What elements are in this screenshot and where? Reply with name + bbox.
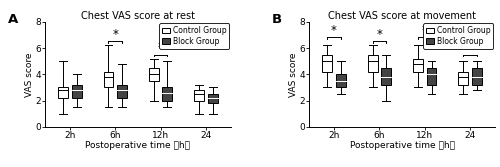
Text: A: A <box>8 13 18 26</box>
Bar <box>381 68 391 85</box>
Text: *: * <box>422 24 428 37</box>
Text: *: * <box>158 41 164 54</box>
Bar <box>322 55 332 72</box>
Bar <box>472 68 482 85</box>
Bar <box>368 55 378 72</box>
Y-axis label: VAS score: VAS score <box>24 52 34 97</box>
Title: Chest VAS score at movement: Chest VAS score at movement <box>328 11 476 21</box>
Bar <box>458 72 468 85</box>
Y-axis label: VAS score: VAS score <box>288 52 298 97</box>
Text: B: B <box>272 13 282 26</box>
Text: *: * <box>112 28 118 41</box>
Bar <box>194 90 204 101</box>
Bar <box>104 72 114 88</box>
Legend: Control Group, Block Group: Control Group, Block Group <box>159 23 230 49</box>
Bar <box>58 88 68 98</box>
X-axis label: Postoperative time （h）: Postoperative time （h） <box>86 141 190 150</box>
Bar <box>426 68 436 85</box>
Text: *: * <box>331 24 337 37</box>
Bar <box>413 59 423 72</box>
Title: Chest VAS score at rest: Chest VAS score at rest <box>81 11 195 21</box>
Text: *: * <box>376 28 382 41</box>
Legend: Control Group, Block Group: Control Group, Block Group <box>423 23 494 49</box>
Bar <box>208 94 218 103</box>
Bar <box>149 68 159 81</box>
Bar <box>117 85 127 98</box>
Bar <box>162 88 172 101</box>
Text: *: * <box>467 41 473 54</box>
Bar <box>72 85 82 98</box>
Bar <box>336 74 346 88</box>
X-axis label: Postoperative time （h）: Postoperative time （h） <box>350 141 455 150</box>
